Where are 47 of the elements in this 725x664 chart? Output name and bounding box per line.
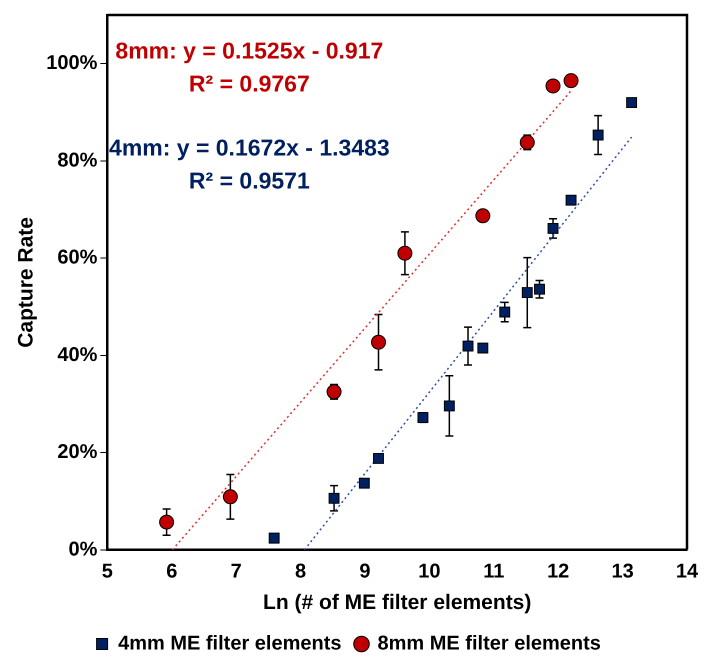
x-tick-label: 14 — [676, 560, 699, 582]
x-tick-label: 13 — [611, 560, 634, 582]
legend-label: 8mm ME filter elements — [378, 632, 601, 655]
point — [520, 134, 535, 150]
x-tick-label: 6 — [166, 560, 178, 582]
x-tick-label: 8 — [295, 560, 306, 582]
x-axis-title: Ln (# of ME filter elements) — [262, 591, 532, 614]
point — [546, 78, 561, 94]
y-tick-label: 60% — [57, 246, 98, 269]
y-axis-title: Capture Rate — [14, 217, 38, 348]
y-tick-label: 100% — [46, 52, 98, 74]
y-tick-label: 40% — [57, 344, 98, 366]
point — [373, 452, 384, 464]
legend-label: 4mm ME filter elements — [118, 632, 342, 655]
point — [268, 532, 280, 544]
point — [397, 246, 412, 261]
annotation: 8mm: y = 0.1525x - 0.917 — [115, 37, 384, 64]
point — [477, 342, 488, 354]
point — [534, 284, 545, 295]
point — [592, 130, 604, 141]
point — [326, 384, 342, 400]
annotation: 4mm: y = 0.1672x - 1.3483 — [109, 134, 390, 160]
point — [475, 208, 490, 224]
x-tick-label: 9 — [359, 560, 371, 582]
y-tick-label: 0% — [68, 538, 98, 560]
y-tick-label: 80% — [57, 149, 98, 172]
point — [159, 514, 174, 530]
point — [626, 97, 638, 108]
point — [566, 194, 577, 206]
annotation: R² = 0.9571 — [188, 167, 310, 194]
point — [444, 400, 455, 412]
point — [358, 478, 370, 489]
point — [328, 492, 340, 504]
x-tick-label: 7 — [230, 560, 242, 582]
x-tick-label: 12 — [547, 560, 570, 582]
point — [564, 73, 579, 88]
y-tick-label: 20% — [57, 441, 98, 464]
annotation: R² = 0.9767 — [188, 70, 310, 96]
x-tick-label: 10 — [418, 560, 441, 582]
point — [222, 489, 238, 504]
point — [522, 287, 533, 298]
point — [499, 306, 510, 318]
x-tick-label: 5 — [102, 560, 113, 582]
x-tick-label: 11 — [483, 560, 504, 582]
point — [462, 340, 474, 352]
point — [548, 222, 558, 234]
point — [371, 334, 386, 350]
